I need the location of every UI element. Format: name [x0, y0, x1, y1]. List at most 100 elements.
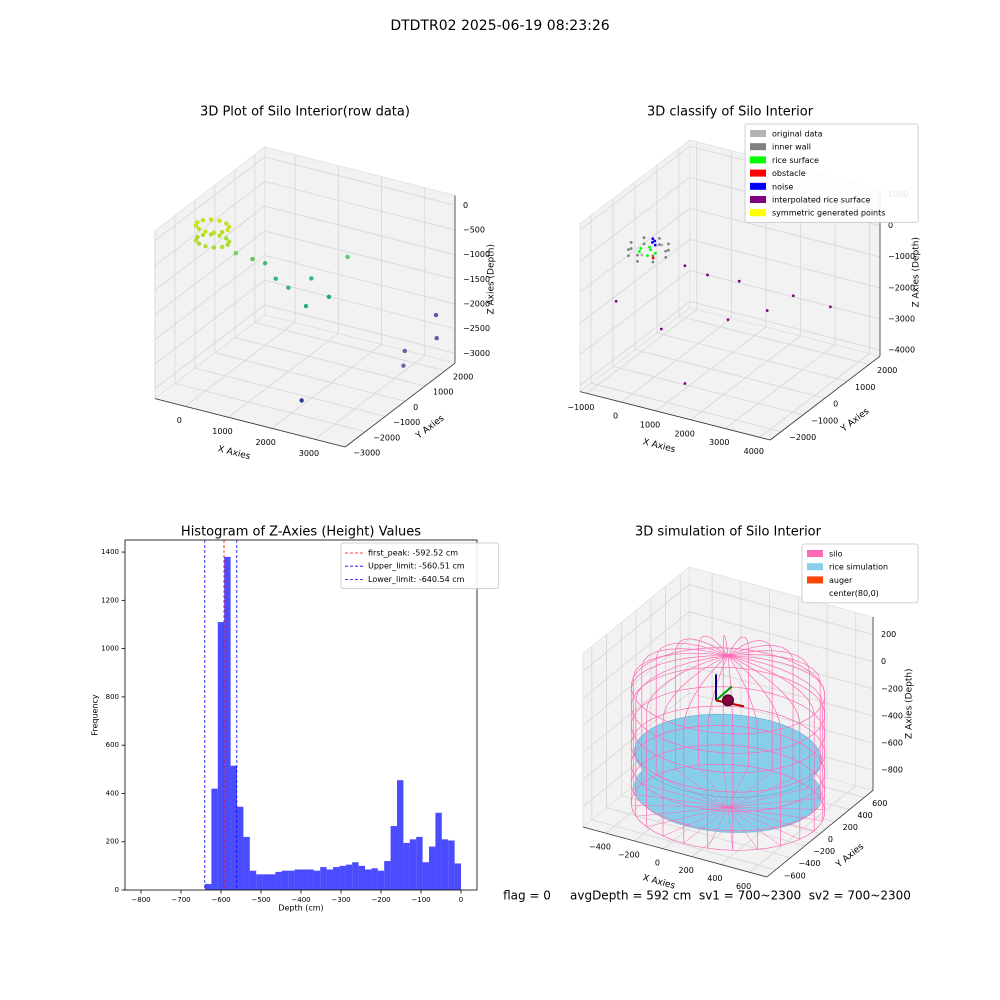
grid-line: [579, 145, 691, 231]
data-point: [402, 348, 407, 354]
silo-floor-spoke: [727, 778, 794, 808]
data-point: [642, 242, 646, 246]
tick-label: 400: [857, 811, 872, 820]
data-point: [828, 305, 832, 309]
axis-line: [154, 398, 346, 448]
legend-frame: [744, 123, 919, 223]
tick-label: 400: [707, 874, 722, 883]
grid-line: [612, 366, 804, 416]
y-tick-label: 400: [106, 789, 119, 797]
silo-meridian: [727, 655, 824, 821]
silo-meridian: [635, 655, 729, 817]
legend-swatch: [807, 550, 823, 557]
grid-line: [678, 315, 870, 365]
tick-label: 200: [881, 630, 896, 639]
data-point: [642, 236, 646, 240]
bar: [345, 864, 353, 890]
legend-label: Lower_limit: -640.54 cm: [368, 575, 465, 584]
y-tick-label: 200: [106, 838, 119, 846]
bar: [339, 865, 346, 890]
grid-line: [689, 638, 874, 690]
grid-line: [154, 304, 266, 390]
tick-label: −1500: [463, 275, 490, 284]
bar: [403, 842, 410, 890]
legend-swatch: [807, 576, 823, 584]
y-tick-label: 0: [115, 886, 119, 894]
axis-label: Z Axies (Depth): [905, 668, 915, 739]
data-point: [226, 239, 232, 244]
bar: [352, 862, 359, 890]
axis-label: Z Axies (Depth): [912, 237, 922, 308]
silo-floor-spoke: [662, 807, 729, 837]
y-tick-label: 1200: [101, 596, 119, 604]
tick-label: −2000: [463, 299, 490, 308]
data-point: [226, 224, 232, 230]
tick-label: 0: [828, 835, 833, 844]
tick-label: 2000: [453, 372, 473, 381]
data-point: [629, 240, 633, 244]
legend-swatch: [807, 563, 823, 571]
grid-line: [214, 352, 406, 402]
silo-floor-spoke: [722, 764, 729, 808]
grid-line: [264, 156, 456, 206]
subplot-title: Histogram of Z-Axies (Height) Values: [181, 525, 421, 540]
legend-swatch: [750, 156, 766, 164]
silo-meridian: [675, 638, 729, 769]
bar: [269, 874, 276, 890]
tick-label: 200: [843, 823, 858, 832]
silo-floor-spoke: [727, 807, 734, 851]
axis-line: [582, 826, 767, 878]
grid-line: [579, 301, 691, 386]
legend-label: rice simulation: [829, 563, 888, 572]
data-point: [651, 254, 655, 258]
data-point: [250, 256, 255, 262]
data-point: [706, 273, 709, 277]
x-tick-label: −700: [171, 896, 190, 904]
legend-label: auger: [829, 576, 853, 585]
tick-label: −400: [589, 843, 611, 852]
data-point: [223, 236, 229, 241]
y-tick-label: 1400: [101, 548, 119, 556]
silo-floor-spoke: [727, 771, 773, 808]
data-point: [273, 276, 278, 281]
data-point: [640, 253, 644, 257]
legend: first_peak: -592.52 cm Upper_limit: -560.…: [340, 542, 500, 590]
axis-label: Z Axies (Depth): [487, 244, 497, 315]
grid-line: [264, 181, 456, 231]
data-point: [637, 249, 641, 253]
data-point: [726, 318, 730, 322]
tick-label: 1000: [212, 427, 232, 436]
bar: [294, 869, 301, 890]
grid-line: [590, 382, 782, 433]
tick-label: −1000: [567, 403, 594, 412]
legend-swatch: [750, 196, 766, 203]
tick-label: 0: [881, 657, 886, 666]
tick-label: 0: [613, 412, 618, 421]
bar: [301, 869, 308, 890]
grid-line: [689, 301, 881, 351]
data-point: [653, 239, 657, 243]
legend: original data inner wall rice surface obsta…: [744, 123, 919, 223]
silo-floor-spoke: [727, 807, 800, 840]
data-point: [647, 245, 651, 249]
grid-line: [154, 181, 266, 266]
data-point: [683, 382, 687, 385]
grid-line: [582, 638, 690, 726]
grid-line: [689, 270, 881, 320]
data-point: [286, 285, 291, 290]
data-point: [345, 254, 350, 260]
x-tick-label: −400: [291, 896, 310, 904]
grid-line: [234, 337, 426, 387]
x-tick-label: −200: [371, 896, 390, 904]
grid-line: [264, 205, 456, 256]
silo-floor-spoke: [727, 766, 749, 808]
grid-line: [264, 304, 456, 354]
x-tick-label: 0: [459, 896, 463, 904]
silo-floor-spoke: [707, 807, 729, 849]
grid-line: [154, 255, 266, 340]
grid-line: [154, 230, 266, 316]
data-point: [791, 294, 795, 298]
axis-line: [579, 391, 771, 441]
silo-meridian: [727, 655, 759, 850]
